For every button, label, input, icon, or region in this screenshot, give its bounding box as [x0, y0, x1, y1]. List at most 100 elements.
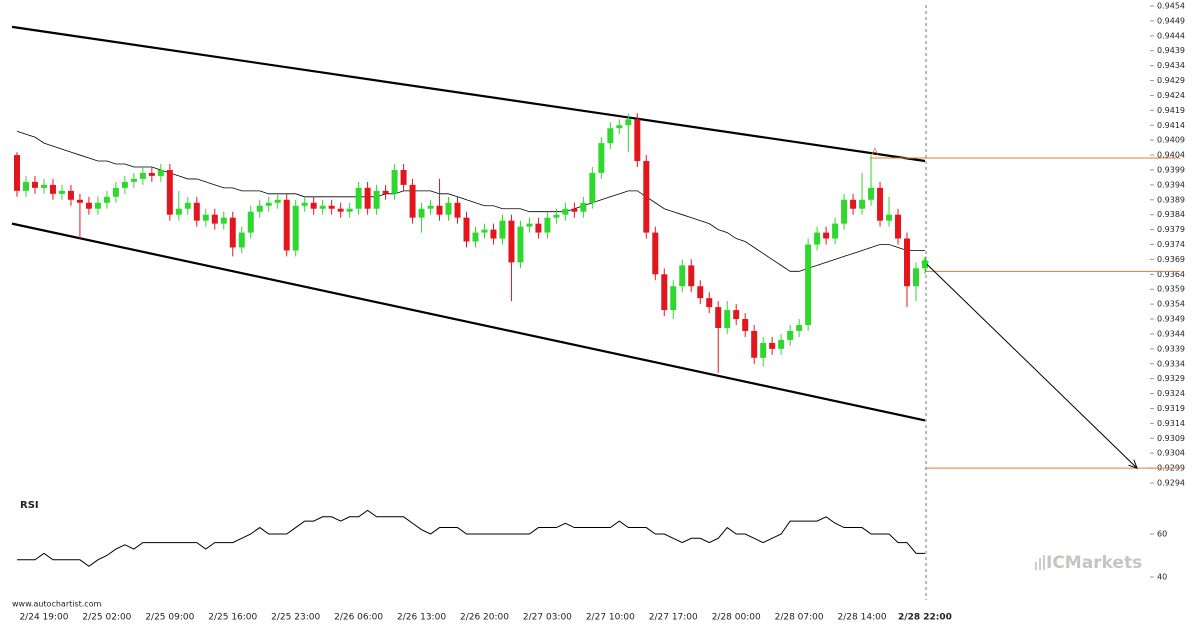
- watermark-logo: [1035, 555, 1045, 570]
- y-tick-label: 0.9359: [1157, 285, 1185, 294]
- candle-body: [814, 232, 821, 245]
- rsi-tick-label: 60: [1157, 530, 1167, 539]
- candle-body: [787, 330, 794, 340]
- candle-body: [652, 232, 659, 275]
- y-tick-label: 0.9379: [1157, 225, 1185, 234]
- candle-body: [472, 232, 479, 242]
- x-tick-label: 2/27 10:00: [586, 613, 635, 623]
- candle-body: [562, 208, 569, 215]
- y-tick-label: 0.9339: [1157, 344, 1185, 353]
- candle-body: [589, 172, 596, 203]
- candle-body: [616, 125, 623, 129]
- y-tick-label: 0.9364: [1157, 270, 1185, 279]
- candle-body: [49, 184, 56, 194]
- candle-body: [355, 187, 362, 209]
- candle-body: [14, 155, 20, 191]
- x-tick-label: 2/28 22:00: [898, 613, 952, 623]
- candle-body: [643, 161, 650, 233]
- x-tick-label: 2/28 00:00: [712, 613, 761, 623]
- candle-body: [751, 330, 758, 358]
- x-tick-label: 2/27 17:00: [649, 613, 698, 623]
- y-tick-label: 0.9449: [1157, 16, 1185, 25]
- candle-body: [490, 229, 497, 239]
- candle-body: [724, 310, 731, 328]
- candle-body: [679, 265, 686, 287]
- candle-body: [544, 217, 551, 233]
- candle-body: [535, 223, 542, 233]
- rsi-tick-label: 40: [1157, 573, 1167, 582]
- y-tick-label: 0.9354: [1157, 300, 1185, 309]
- candle-body: [868, 187, 875, 200]
- y-tick-label: 0.9409: [1157, 136, 1185, 145]
- channel-upper: [11, 25, 926, 163]
- candle-body: [400, 169, 407, 185]
- candle-body: [31, 181, 38, 188]
- last-price-marker: [920, 258, 929, 267]
- candle-body: [94, 202, 101, 209]
- candle-body: [319, 205, 326, 209]
- candle-body: [481, 229, 488, 233]
- candle-body: [841, 199, 848, 224]
- y-tick-label: 0.9399: [1157, 165, 1185, 174]
- candle-body: [292, 205, 299, 251]
- pattern-label: A: [872, 148, 879, 158]
- candle-body: [913, 268, 919, 287]
- y-tick-label: 0.9304: [1157, 449, 1185, 458]
- candle-body: [904, 238, 911, 287]
- y-tick-label: 0.9314: [1157, 419, 1185, 428]
- candle-body: [697, 286, 704, 299]
- candle-body: [409, 184, 416, 218]
- candle-body: [823, 232, 830, 239]
- candle-body: [130, 178, 137, 182]
- y-tick-label: 0.9439: [1157, 46, 1185, 55]
- y-tick-label: 0.9394: [1157, 180, 1185, 189]
- candle-body: [265, 202, 272, 206]
- y-tick-label: 0.9424: [1157, 91, 1185, 100]
- candle-body: [805, 244, 812, 325]
- candle-body: [193, 202, 200, 221]
- x-tick-label: 2/28 14:00: [838, 613, 887, 623]
- candle-body: [211, 214, 218, 224]
- x-tick-label: 2/24 19:00: [19, 613, 68, 623]
- rsi-label: RSI: [20, 500, 39, 511]
- candle-body: [436, 205, 443, 215]
- candle-body: [877, 187, 884, 221]
- candle-body: [328, 205, 335, 209]
- candle-body: [121, 181, 128, 188]
- y-tick-label: 0.9349: [1157, 315, 1185, 324]
- x-tick-label: 2/25 02:00: [82, 613, 131, 623]
- y-tick-label: 0.9404: [1157, 151, 1185, 160]
- candle-body: [202, 214, 209, 221]
- candle-body: [301, 202, 308, 206]
- y-tick-label: 0.9309: [1157, 434, 1185, 443]
- candle-body: [22, 181, 29, 191]
- candle-body: [508, 220, 515, 263]
- candle-body: [220, 217, 227, 224]
- y-tick-label: 0.9414: [1157, 121, 1185, 130]
- candle-body: [526, 223, 533, 227]
- y-tick-label: 0.9324: [1157, 389, 1185, 398]
- y-tick-label: 0.9434: [1157, 61, 1185, 70]
- candle-body: [67, 190, 74, 200]
- candle-body: [850, 199, 857, 209]
- y-tick-label: 0.9369: [1157, 255, 1185, 264]
- forecast-arrow: [924, 262, 1138, 469]
- candle-body: [274, 199, 281, 203]
- candle-body: [688, 265, 695, 287]
- candle-body: [886, 214, 893, 221]
- y-tick-label: 0.9334: [1157, 359, 1185, 368]
- candle-body: [607, 128, 614, 144]
- candle-body: [427, 205, 434, 209]
- candle-body: [832, 223, 839, 239]
- candle-body: [760, 342, 767, 358]
- candle-body: [373, 190, 380, 209]
- x-tick-label: 2/26 13:00: [397, 613, 446, 623]
- candle-body: [85, 202, 92, 209]
- candle-body: [238, 232, 245, 248]
- y-tick-label: 0.9329: [1157, 374, 1185, 383]
- candle-body: [499, 220, 506, 239]
- candle-body: [58, 190, 65, 194]
- candle-body: [256, 205, 263, 212]
